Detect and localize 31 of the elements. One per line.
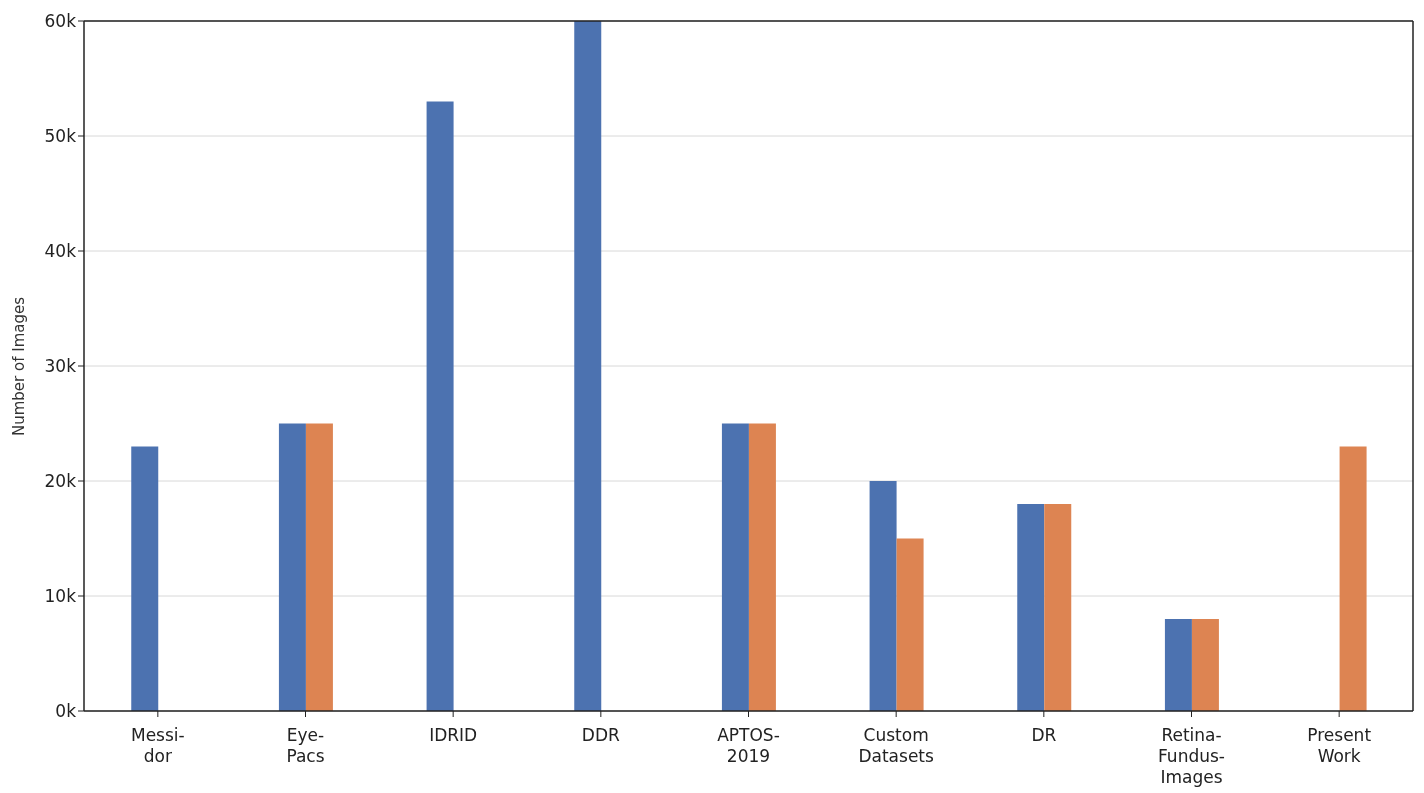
bar [896, 538, 924, 711]
bar [1044, 504, 1072, 711]
x-tick-label: Retina- Fundus- Images [1158, 725, 1225, 787]
bar [869, 481, 897, 711]
x-tick-label: Present Work [1307, 725, 1372, 766]
bar [748, 423, 776, 711]
x-tick-label: Eye- Pacs [286, 725, 325, 766]
x-tick-label: Custom Datasets [858, 725, 935, 766]
y-axis-title: Number of Images [10, 296, 29, 436]
x-tick-label: IDRID [429, 725, 478, 745]
bar [305, 423, 333, 711]
bar [1191, 619, 1219, 711]
bar [1164, 619, 1192, 711]
x-tick-label: APTOS- 2019 [717, 725, 780, 766]
x-tick-label: DR [1031, 725, 1057, 745]
y-tick-label: 30k [44, 356, 77, 377]
y-tick-label: 50k [44, 126, 77, 147]
bar [1017, 504, 1045, 711]
y-tick-label: 60k [44, 11, 77, 32]
y-tick-label: 40k [44, 241, 77, 262]
x-tick-label: Messi- dor [130, 725, 185, 766]
y-tick-label: 20k [44, 471, 77, 492]
bar [131, 446, 159, 711]
y-tick-label: 10k [44, 586, 77, 607]
x-tick-label: DDR [581, 725, 621, 745]
bar [1339, 446, 1367, 711]
y-tick-label: 0k [55, 701, 77, 722]
bar [278, 423, 306, 711]
bar [721, 423, 749, 711]
bar [426, 101, 454, 711]
bar [574, 21, 602, 711]
